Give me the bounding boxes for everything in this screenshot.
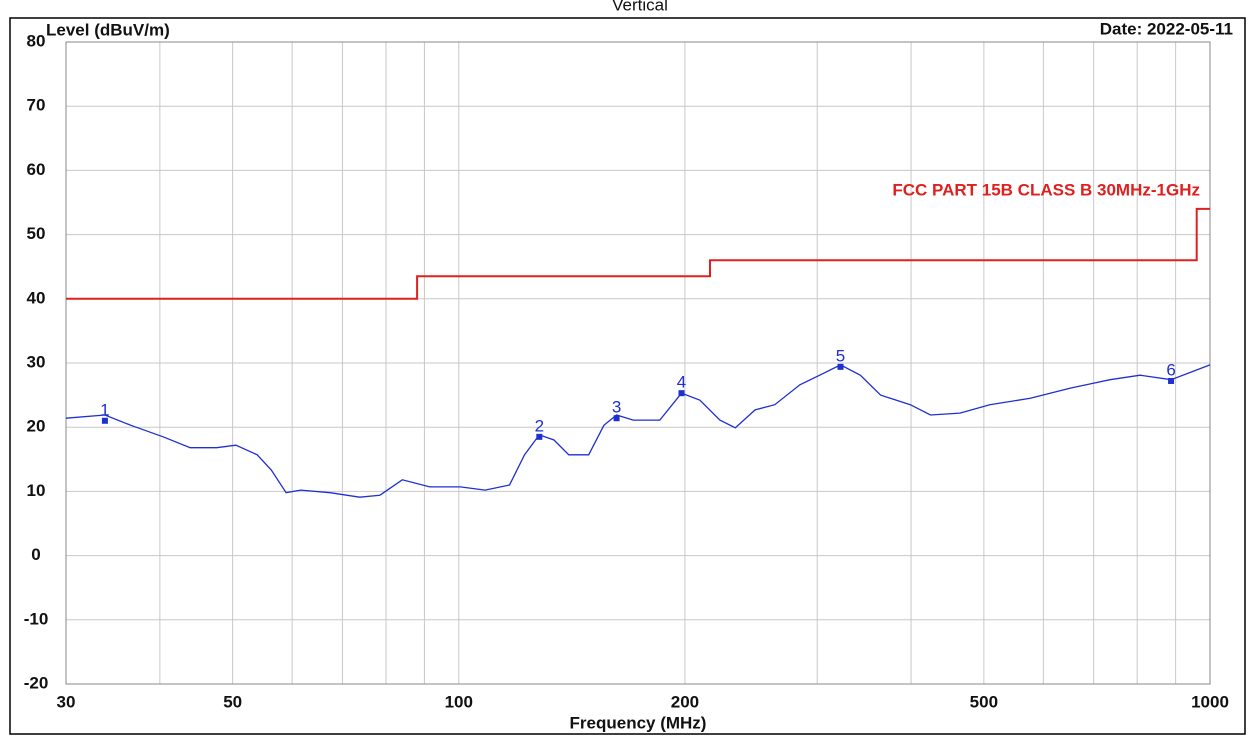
peak-label: 4 (677, 373, 686, 392)
peak-label: 1 (100, 400, 109, 419)
x-tick-label: 200 (671, 692, 699, 711)
y-tick-label: 20 (27, 417, 46, 436)
peak-marker (101, 417, 108, 424)
date: Date: 2022-05-11 (1100, 19, 1233, 38)
x-tick-label: 500 (970, 692, 998, 711)
y-tick-label: 80 (27, 31, 46, 50)
peak-label: 6 (1166, 360, 1175, 379)
chart-title: Vertical (612, 0, 668, 14)
peak-marker (837, 363, 844, 370)
y-tick-label: 60 (27, 160, 46, 179)
x-tick-label: 30 (57, 692, 76, 711)
x-tick-label: 100 (445, 692, 473, 711)
y-tick-label: 70 (27, 96, 46, 115)
series-line (65, 364, 1211, 498)
peak-label: 2 (535, 416, 544, 435)
y-axis-label: Level (dBuV/m) (46, 20, 170, 39)
y-tick-label: 30 (27, 352, 46, 371)
peak-label: 3 (612, 398, 621, 417)
peak-marker (678, 390, 685, 397)
x-axis-label: Frequency (MHz) (570, 713, 707, 732)
plot-border (65, 41, 1211, 685)
series-line (66, 207, 1210, 300)
x-tick-label: 50 (223, 692, 242, 711)
peak-marker (536, 433, 543, 440)
legend-label: FCC PART 15B CLASS B 30MHz-1GHz (892, 180, 1200, 199)
peak-marker (613, 415, 620, 422)
y-tick-label: 50 (27, 224, 46, 243)
x-tick-label: 1000 (1191, 692, 1229, 711)
y-tick-label: -20 (24, 673, 49, 692)
y-tick-label: 40 (27, 288, 46, 307)
peak-label: 5 (836, 346, 845, 365)
peak-marker (1168, 377, 1175, 384)
y-tick-label: -10 (24, 609, 49, 628)
y-tick-label: 10 (27, 481, 46, 500)
y-tick-label: 0 (31, 545, 40, 564)
